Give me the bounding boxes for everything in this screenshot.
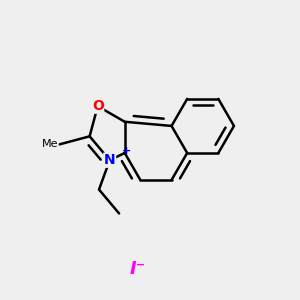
Text: N: N (104, 153, 116, 167)
Text: +: + (122, 146, 131, 156)
Text: O: O (92, 99, 103, 113)
Text: Me: Me (41, 140, 58, 149)
Text: I⁻: I⁻ (130, 260, 146, 278)
